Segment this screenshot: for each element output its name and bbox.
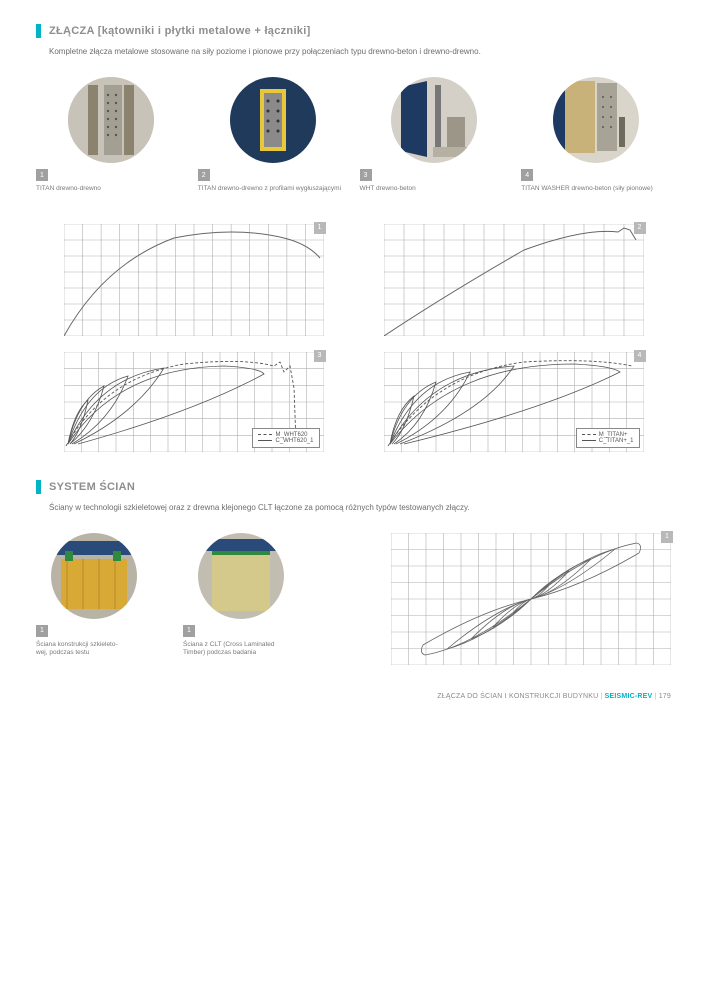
chart-1: 1 [64, 224, 324, 336]
legend-label: C_TITAN+_1 [599, 438, 634, 444]
chart-legend: M_TITAN+ C_TITAN+_1 [576, 428, 640, 448]
section-title: ZŁĄCZA [kątowniki i płytki metalowe + łą… [49, 25, 311, 37]
thumb-label: TITAN WASHER drewno-beton (siły pionowe) [521, 185, 653, 193]
bottom-row: 1 Ściana konstrukcji szkieleto- wej, pod… [36, 533, 671, 665]
thumb-badge: 3 [360, 169, 372, 181]
thumb-item: 3 WHT drewno-beton [360, 77, 510, 193]
thumb-label: Ściana z CLT (Cross Laminated Timber) po… [183, 641, 275, 658]
thumb-item: 1 Ściana z CLT (Cross Laminated Timber) … [183, 533, 298, 658]
section-heading: ZŁĄCZA [kątowniki i płytki metalowe + łą… [36, 24, 671, 38]
thumb-image [391, 77, 477, 163]
chart-badge: 2 [634, 222, 646, 234]
thumb-label: Ściana konstrukcji szkieleto- wej, podcz… [36, 641, 118, 658]
thumb-item: 2 TITAN drewno-drewno z profilami wygłus… [198, 77, 348, 193]
section-zlacza: ZŁĄCZA [kątowniki i płytki metalowe + łą… [36, 24, 671, 452]
thumbs-row: 1 TITAN drewno-drewno 2 TITAN drewno-dre… [36, 77, 671, 193]
accent-bar [36, 24, 41, 38]
thumb-badge: 1 [183, 625, 195, 637]
chart-badge: 3 [314, 350, 326, 362]
chart-4: 4 M_TITAN+ C_TITAN+_1 [384, 352, 644, 452]
chart-badge: 4 [634, 350, 646, 362]
legend-dash-icon [258, 434, 272, 435]
thumb-badge: 4 [521, 169, 533, 181]
thumb-item: 4 TITAN WASHER drewno-beton (siły pionow… [521, 77, 671, 193]
thumb-image [68, 77, 154, 163]
thumb-label: TITAN drewno-drewno z profilami wygłusza… [198, 185, 341, 193]
thumb-image [553, 77, 639, 163]
legend-solid-icon [582, 440, 596, 441]
section-description: Kompletne złącza metalowe stosowane na s… [49, 46, 671, 57]
thumb-image [51, 533, 137, 619]
thumb-badge: 1 [36, 625, 48, 637]
section-system-scian: SYSTEM ŚCIAN Ściany w technologii szkiel… [36, 480, 671, 665]
section-description: Ściany w technologii szkieletowej oraz z… [49, 502, 671, 513]
page-footer: ZŁĄCZA DO ŚCIAN I KONSTRUKCJI BUDYNKU | … [36, 693, 671, 700]
chart-badge: 1 [314, 222, 326, 234]
thumb-label: WHT drewno-beton [360, 185, 416, 193]
chart-badge: 1 [661, 531, 673, 543]
thumb-item: 1 TITAN drewno-drewno [36, 77, 186, 193]
thumb-badge: 1 [36, 169, 48, 181]
chart-3: 3 M_WHT620 C_WHT620_1 [64, 352, 324, 452]
chart-legend: M_WHT620 C_WHT620_1 [252, 428, 319, 448]
footer-page: 179 [659, 693, 671, 700]
thumb-image [198, 533, 284, 619]
thumb-image [230, 77, 316, 163]
chart-2: 2 [384, 224, 644, 336]
legend-solid-icon [258, 440, 272, 441]
thumb-item: 1 Ściana konstrukcji szkieleto- wej, pod… [36, 533, 151, 658]
legend-label: C_WHT620_1 [275, 438, 313, 444]
charts-row: 3 M_WHT620 C_WHT620_1 [36, 352, 671, 452]
bottom-thumbs: 1 Ściana konstrukcji szkieleto- wej, pod… [36, 533, 298, 658]
charts-row: 1 2 [36, 224, 671, 336]
accent-bar [36, 480, 41, 494]
legend-dash-icon [582, 434, 596, 435]
section-heading: SYSTEM ŚCIAN [36, 480, 671, 494]
footer-text: ZŁĄCZA DO ŚCIAN I KONSTRUKCJI BUDYNKU [437, 693, 598, 700]
footer-brand: SEISMIC-REV [605, 693, 653, 700]
chart-wall: 1 [391, 533, 671, 665]
thumb-label: TITAN drewno-drewno [36, 185, 101, 193]
thumb-badge: 2 [198, 169, 210, 181]
section-title: SYSTEM ŚCIAN [49, 481, 135, 493]
